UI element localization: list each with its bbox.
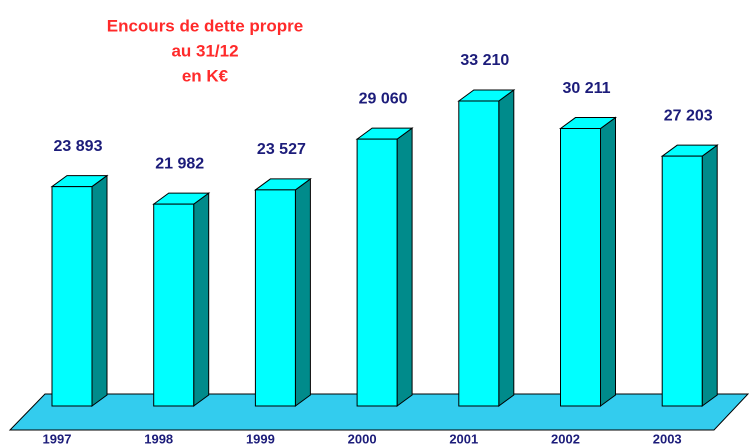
bar-side: [701, 144, 718, 407]
bar-front: [254, 189, 296, 407]
bar-front: [661, 155, 703, 407]
value-label: 27 203: [664, 107, 713, 124]
value-label: 33 210: [460, 52, 509, 69]
bar: [253, 177, 312, 407]
chart-title: Encours de dette propre: [107, 16, 303, 35]
bar-side: [91, 174, 108, 407]
value-label: 23 527: [257, 141, 306, 158]
bar: [50, 174, 109, 407]
bar: [558, 116, 618, 407]
x-tick-label: 2000: [348, 431, 377, 446]
bar-front: [51, 186, 93, 407]
bar: [457, 89, 516, 407]
x-tick-label: 2002: [551, 431, 580, 446]
bar: [355, 127, 414, 407]
value-label: 30 211: [562, 80, 610, 97]
x-tick-label: 1999: [246, 431, 275, 446]
value-label: 21 982: [155, 155, 204, 172]
bar: [660, 144, 719, 407]
bar-side: [600, 116, 616, 407]
bar-front: [560, 128, 601, 407]
x-tick-label: 2003: [653, 431, 682, 446]
bar-side: [193, 192, 210, 407]
bar-front: [356, 138, 398, 407]
bar-front: [153, 203, 195, 407]
bar-front: [458, 100, 500, 407]
chart-title: au 31/12: [171, 41, 238, 60]
value-label: 29 060: [359, 90, 408, 107]
x-tick-label: 1997: [43, 431, 72, 446]
bar-side: [294, 177, 311, 407]
bar: [152, 192, 211, 407]
chart-title: en K€: [182, 66, 229, 85]
bar-side: [498, 89, 515, 407]
bar-side: [396, 127, 413, 407]
x-tick-label: 1998: [144, 431, 173, 446]
value-label: 23 893: [54, 138, 103, 155]
x-tick-label: 2001: [449, 431, 478, 446]
